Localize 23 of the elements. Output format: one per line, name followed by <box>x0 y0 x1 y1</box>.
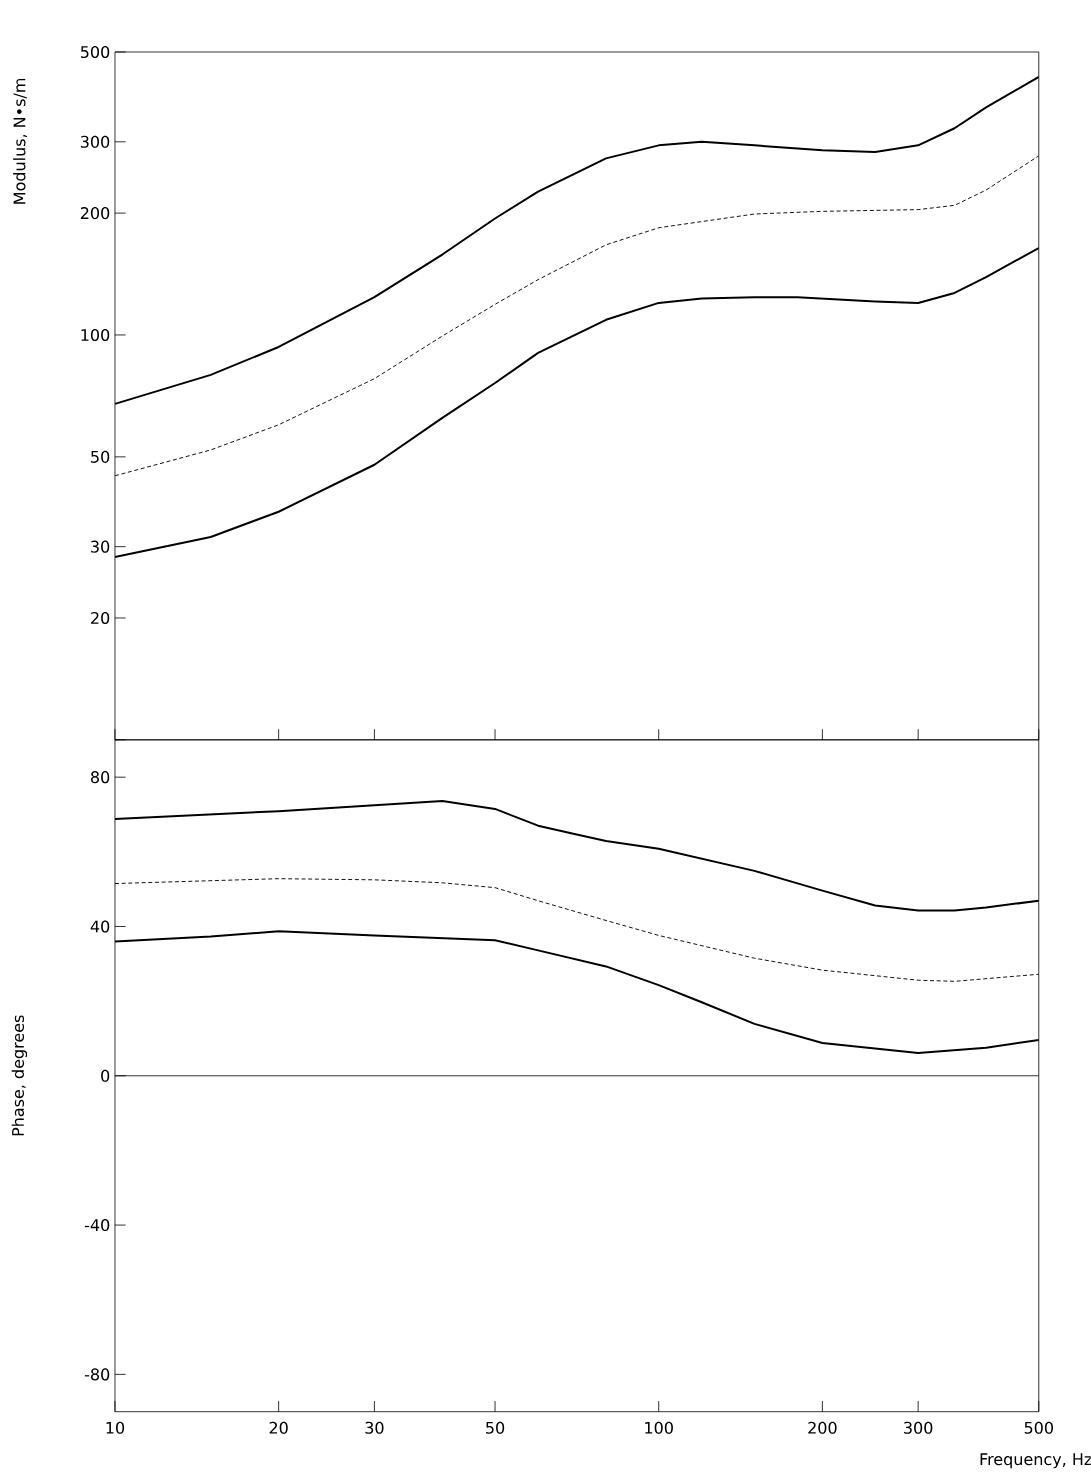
y-axis-title: Phase, degrees <box>11 1015 28 1136</box>
x-axis-title: Frequency, Hz <box>980 1453 1091 1469</box>
y-tick-label: -40 <box>85 1219 110 1232</box>
y-tick-label: 40 <box>90 920 110 933</box>
x-tick-label: 100 <box>645 1421 674 1434</box>
y-tick-label: 200 <box>81 207 110 220</box>
y-tick-label: 100 <box>81 328 110 342</box>
x-tick-label: 10 <box>106 1421 125 1434</box>
y-tick-label: 50 <box>91 450 110 463</box>
y-tick-label: 300 <box>81 135 110 148</box>
x-tick-label: 30 <box>365 1421 384 1434</box>
y-tick-label: 500 <box>81 45 110 59</box>
y-tick-label: 0 <box>101 1069 110 1082</box>
y-axis-title: Modulus, N•s/m <box>13 78 28 204</box>
y-tick-label: 20 <box>91 611 110 625</box>
y-tick-label: 30 <box>91 540 110 553</box>
x-tick-label: 200 <box>808 1421 837 1434</box>
y-tick-label: 80 <box>91 771 110 784</box>
x-tick-label: 50 <box>486 1421 505 1434</box>
x-tick-label: 300 <box>904 1421 933 1434</box>
x-tick-label: 500 <box>1024 1421 1054 1434</box>
x-tick-label: 20 <box>269 1421 288 1434</box>
y-tick-label: -80 <box>85 1368 110 1381</box>
